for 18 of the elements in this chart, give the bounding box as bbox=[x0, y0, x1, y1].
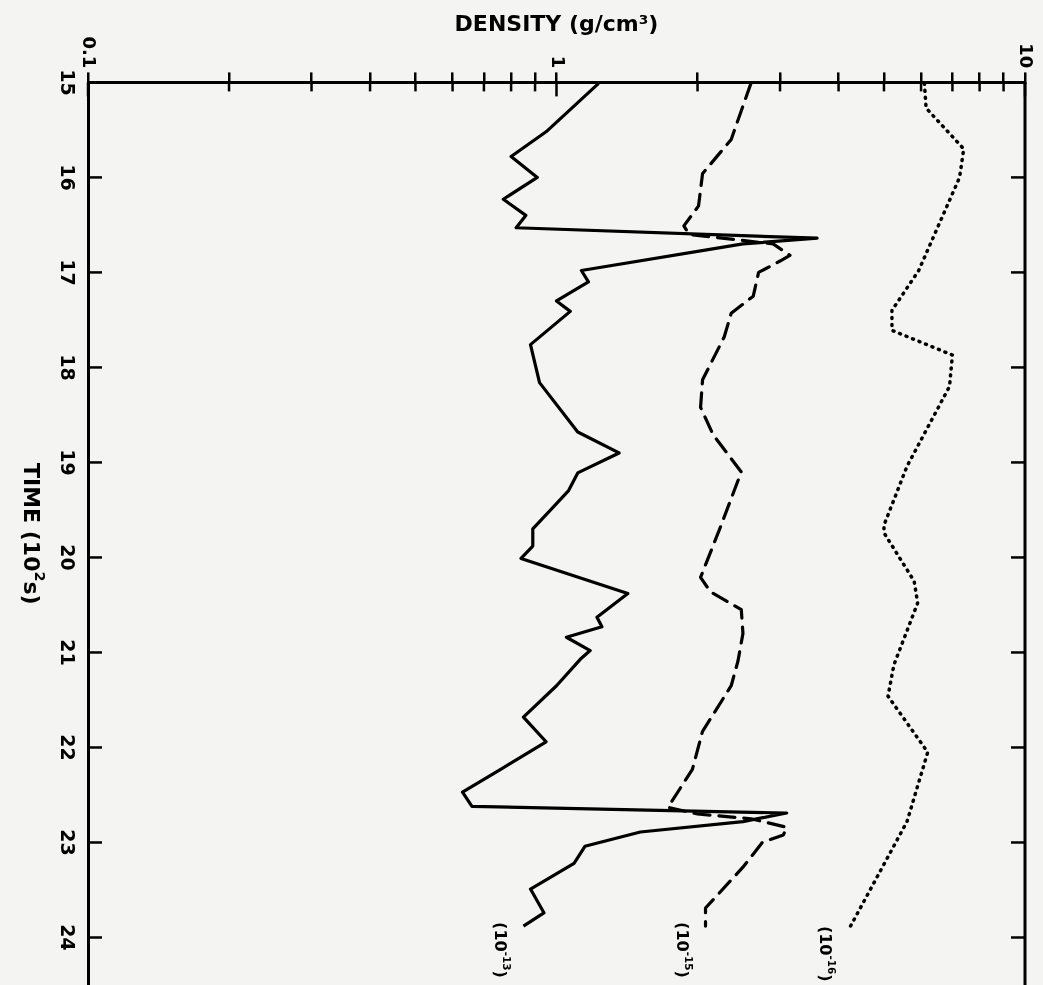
x-tick-label: 1 bbox=[547, 55, 569, 69]
y-tick-label: 16 bbox=[57, 164, 80, 191]
y-tick-label: 15 bbox=[57, 69, 80, 96]
y-tick-label: 21 bbox=[57, 639, 80, 666]
y-tick-label: 23 bbox=[57, 829, 80, 856]
x-axis-title: DENSITY (g/cm³) bbox=[454, 10, 659, 36]
y-axis-title: TIME (102s) bbox=[19, 463, 49, 605]
y-tick-label: 20 bbox=[57, 544, 80, 571]
text: (10-15) bbox=[673, 922, 696, 978]
y-tick-label: 18 bbox=[57, 354, 80, 381]
y-tick-label: 19 bbox=[57, 449, 80, 476]
y-tick-label: 22 bbox=[57, 734, 80, 761]
x-tick-label: 10 bbox=[1016, 43, 1038, 69]
text: (10-16) bbox=[816, 925, 839, 982]
y-tick-label: 24 bbox=[57, 924, 80, 951]
y-tick-label: 17 bbox=[57, 259, 80, 286]
x-tick-label: 0.1 bbox=[79, 36, 101, 69]
text: (10-13) bbox=[491, 922, 514, 978]
